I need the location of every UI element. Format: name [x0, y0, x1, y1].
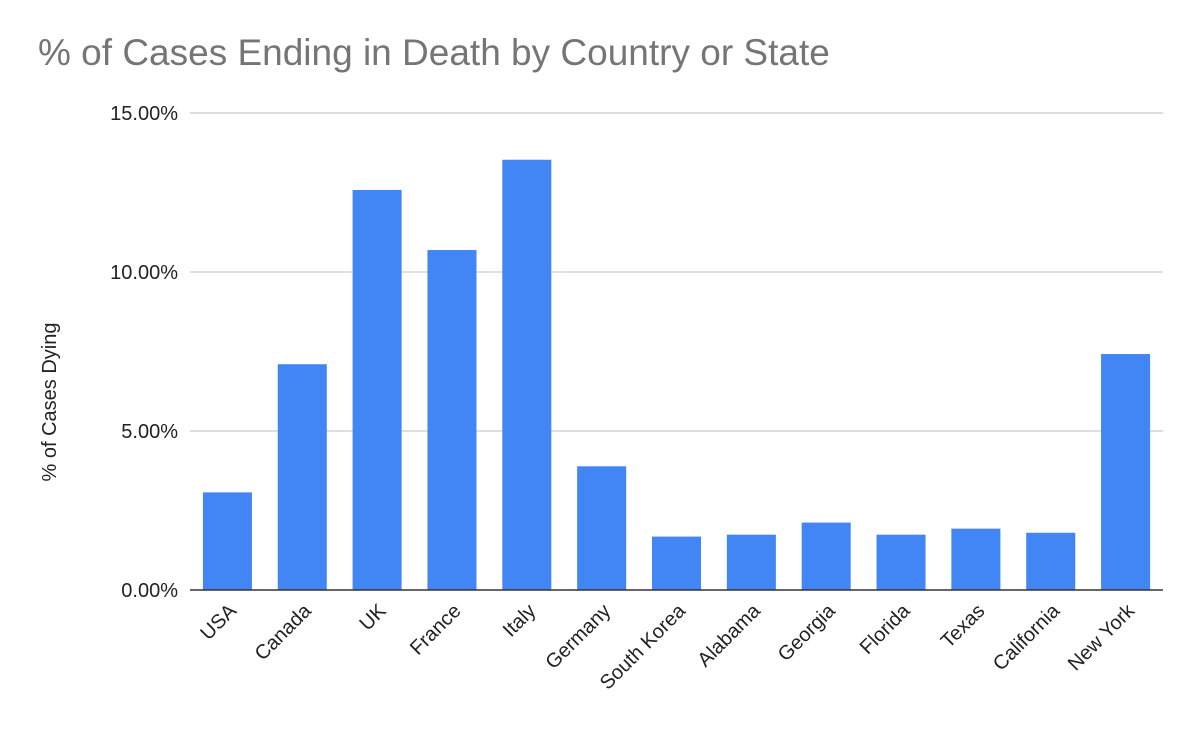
- y-tick-label: 5.00%: [121, 421, 178, 443]
- bar-georgia[interactable]: [801, 522, 851, 590]
- x-tick-label: Alabama: [694, 599, 766, 671]
- x-tick-label: USA: [196, 600, 241, 645]
- bar-usa[interactable]: [202, 492, 252, 590]
- x-tick-label: UK: [355, 600, 391, 636]
- x-tick-label: Georgia: [774, 599, 840, 665]
- x-tick-label: California: [989, 599, 1065, 675]
- x-tick-label: Germany: [541, 600, 615, 674]
- x-tick-label: Texas: [937, 600, 990, 653]
- y-axis-tick-labels: 0.00% 5.00% 10.00% 15.00%: [110, 103, 178, 602]
- x-tick-label: Florida: [856, 599, 915, 658]
- bar-california[interactable]: [1026, 532, 1076, 590]
- bar-canada[interactable]: [277, 364, 327, 590]
- bar-florida[interactable]: [876, 534, 926, 590]
- bar-south-korea[interactable]: [651, 536, 702, 590]
- bar-new-york[interactable]: [1101, 354, 1151, 590]
- bar-germany[interactable]: [577, 466, 627, 590]
- bar-texas[interactable]: [951, 528, 1001, 590]
- y-tick-label: 0.00%: [121, 580, 178, 602]
- bar-uk[interactable]: [352, 189, 402, 590]
- bar-italy[interactable]: [502, 159, 552, 590]
- x-tick-label: New York: [1064, 599, 1140, 675]
- x-tick-label: France: [406, 600, 466, 660]
- bars: [202, 159, 1151, 591]
- bar-france[interactable]: [427, 250, 477, 591]
- y-tick-label: 10.00%: [110, 262, 178, 284]
- gridlines: [190, 112, 1163, 432]
- x-tick-label: Canada: [251, 599, 317, 665]
- bar-alabama[interactable]: [726, 534, 776, 590]
- y-tick-label: 15.00%: [110, 103, 178, 125]
- chart-title: % of Cases Ending in Death by Country or…: [38, 32, 830, 73]
- x-tick-label: Italy: [499, 600, 540, 641]
- y-axis-label: % of Cases Dying: [39, 323, 61, 482]
